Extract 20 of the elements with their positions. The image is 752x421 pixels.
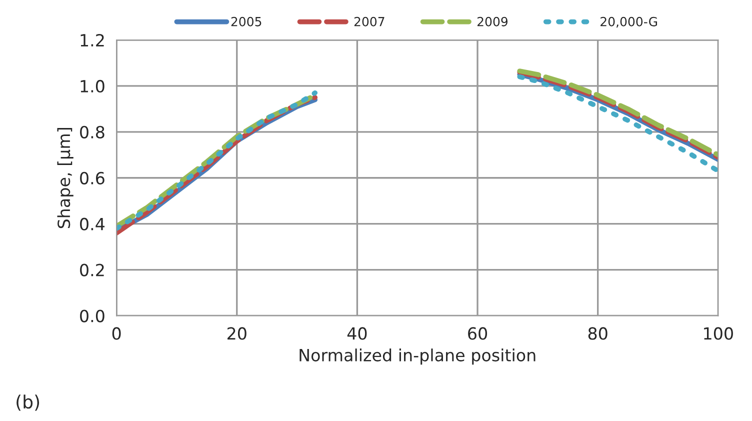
y-tick-label: 1.0 <box>80 80 104 93</box>
legend-label: 2005 <box>231 16 262 26</box>
x-tick-label: 40 <box>347 327 367 340</box>
y-tick-label: 0.6 <box>80 172 104 184</box>
x-tick-label: 20 <box>227 327 246 340</box>
x-tick-label: 0 <box>112 327 121 340</box>
legend-label: 20,000-G <box>600 16 657 28</box>
y-tick-label: 0.2 <box>80 264 104 276</box>
legend-label: 2007 <box>354 16 384 26</box>
x-axis-title: Normalized in-plane position <box>300 348 536 365</box>
text: (b) <box>16 394 40 411</box>
legend-label: 2009 <box>477 16 508 26</box>
y-tick-label: 0.8 <box>80 126 104 138</box>
y-axis-title: Shape, [µm] <box>57 128 74 228</box>
y-tick-label: 1.2 <box>80 34 104 46</box>
y-tick-label: 0.4 <box>80 218 105 230</box>
y-tick-label: 0.0 <box>80 310 104 322</box>
x-tick-label: 80 <box>588 327 608 340</box>
x-tick-label: 60 <box>468 327 488 340</box>
x-tick-label: 100 <box>704 327 733 340</box>
